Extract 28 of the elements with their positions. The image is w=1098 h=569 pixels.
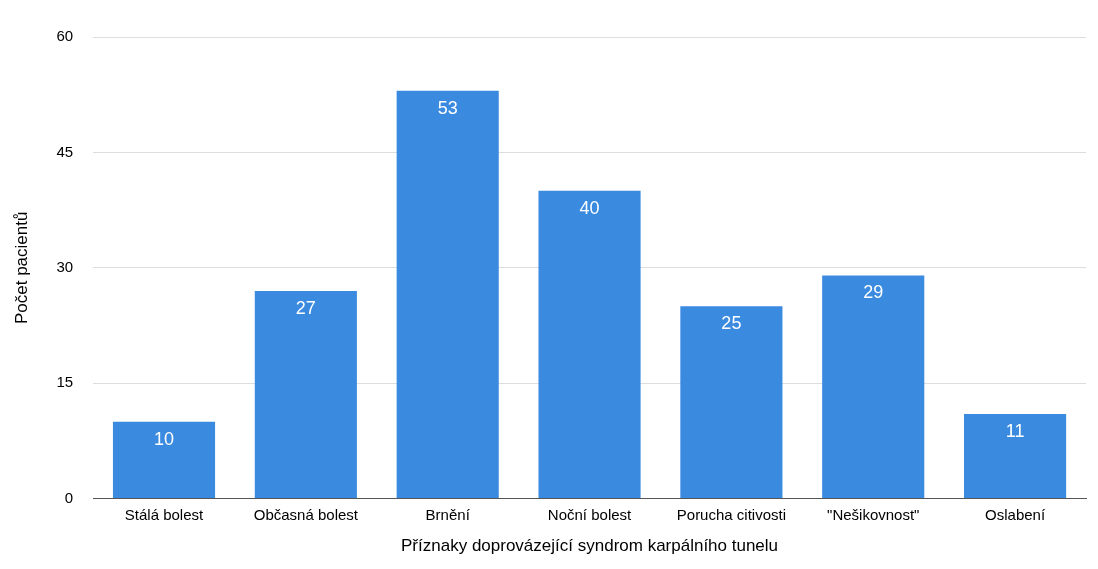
bar (254, 290, 357, 499)
data-label: 29 (863, 282, 884, 303)
bar (822, 275, 925, 499)
y-tick-label: 60 (56, 27, 74, 45)
data-label: 53 (437, 97, 458, 118)
x-tick-label: Stálá bolest (124, 505, 205, 523)
x-tick-label: "Nešikovnost" (827, 505, 920, 523)
bar (396, 90, 499, 499)
y-axis-title: Počet pacientů (11, 211, 31, 325)
x-tick-label: Porucha citivosti (676, 505, 786, 523)
bar (112, 421, 216, 499)
bar (538, 190, 641, 499)
y-tick-label: 30 (56, 257, 74, 275)
y-tick-label: 45 (56, 142, 74, 160)
data-label: 25 (721, 313, 742, 334)
bar (964, 413, 1067, 499)
x-tick-label: Oslabení (985, 505, 1046, 523)
y-tick-label: 15 (56, 373, 74, 391)
bar (680, 306, 783, 499)
data-label: 27 (295, 297, 316, 318)
x-tick-label: Brnění (425, 505, 471, 523)
data-label: 11 (1005, 420, 1025, 441)
x-tick-label: Občasná bolest (253, 505, 359, 523)
x-tick-label: Noční bolest (547, 505, 633, 523)
x-axis-title: Příznaky doprovázející syndrom karpálního tunelu (401, 536, 779, 556)
y-tick-label: 0 (64, 488, 74, 506)
data-label: 10 (153, 428, 175, 449)
data-label: 40 (579, 197, 600, 218)
